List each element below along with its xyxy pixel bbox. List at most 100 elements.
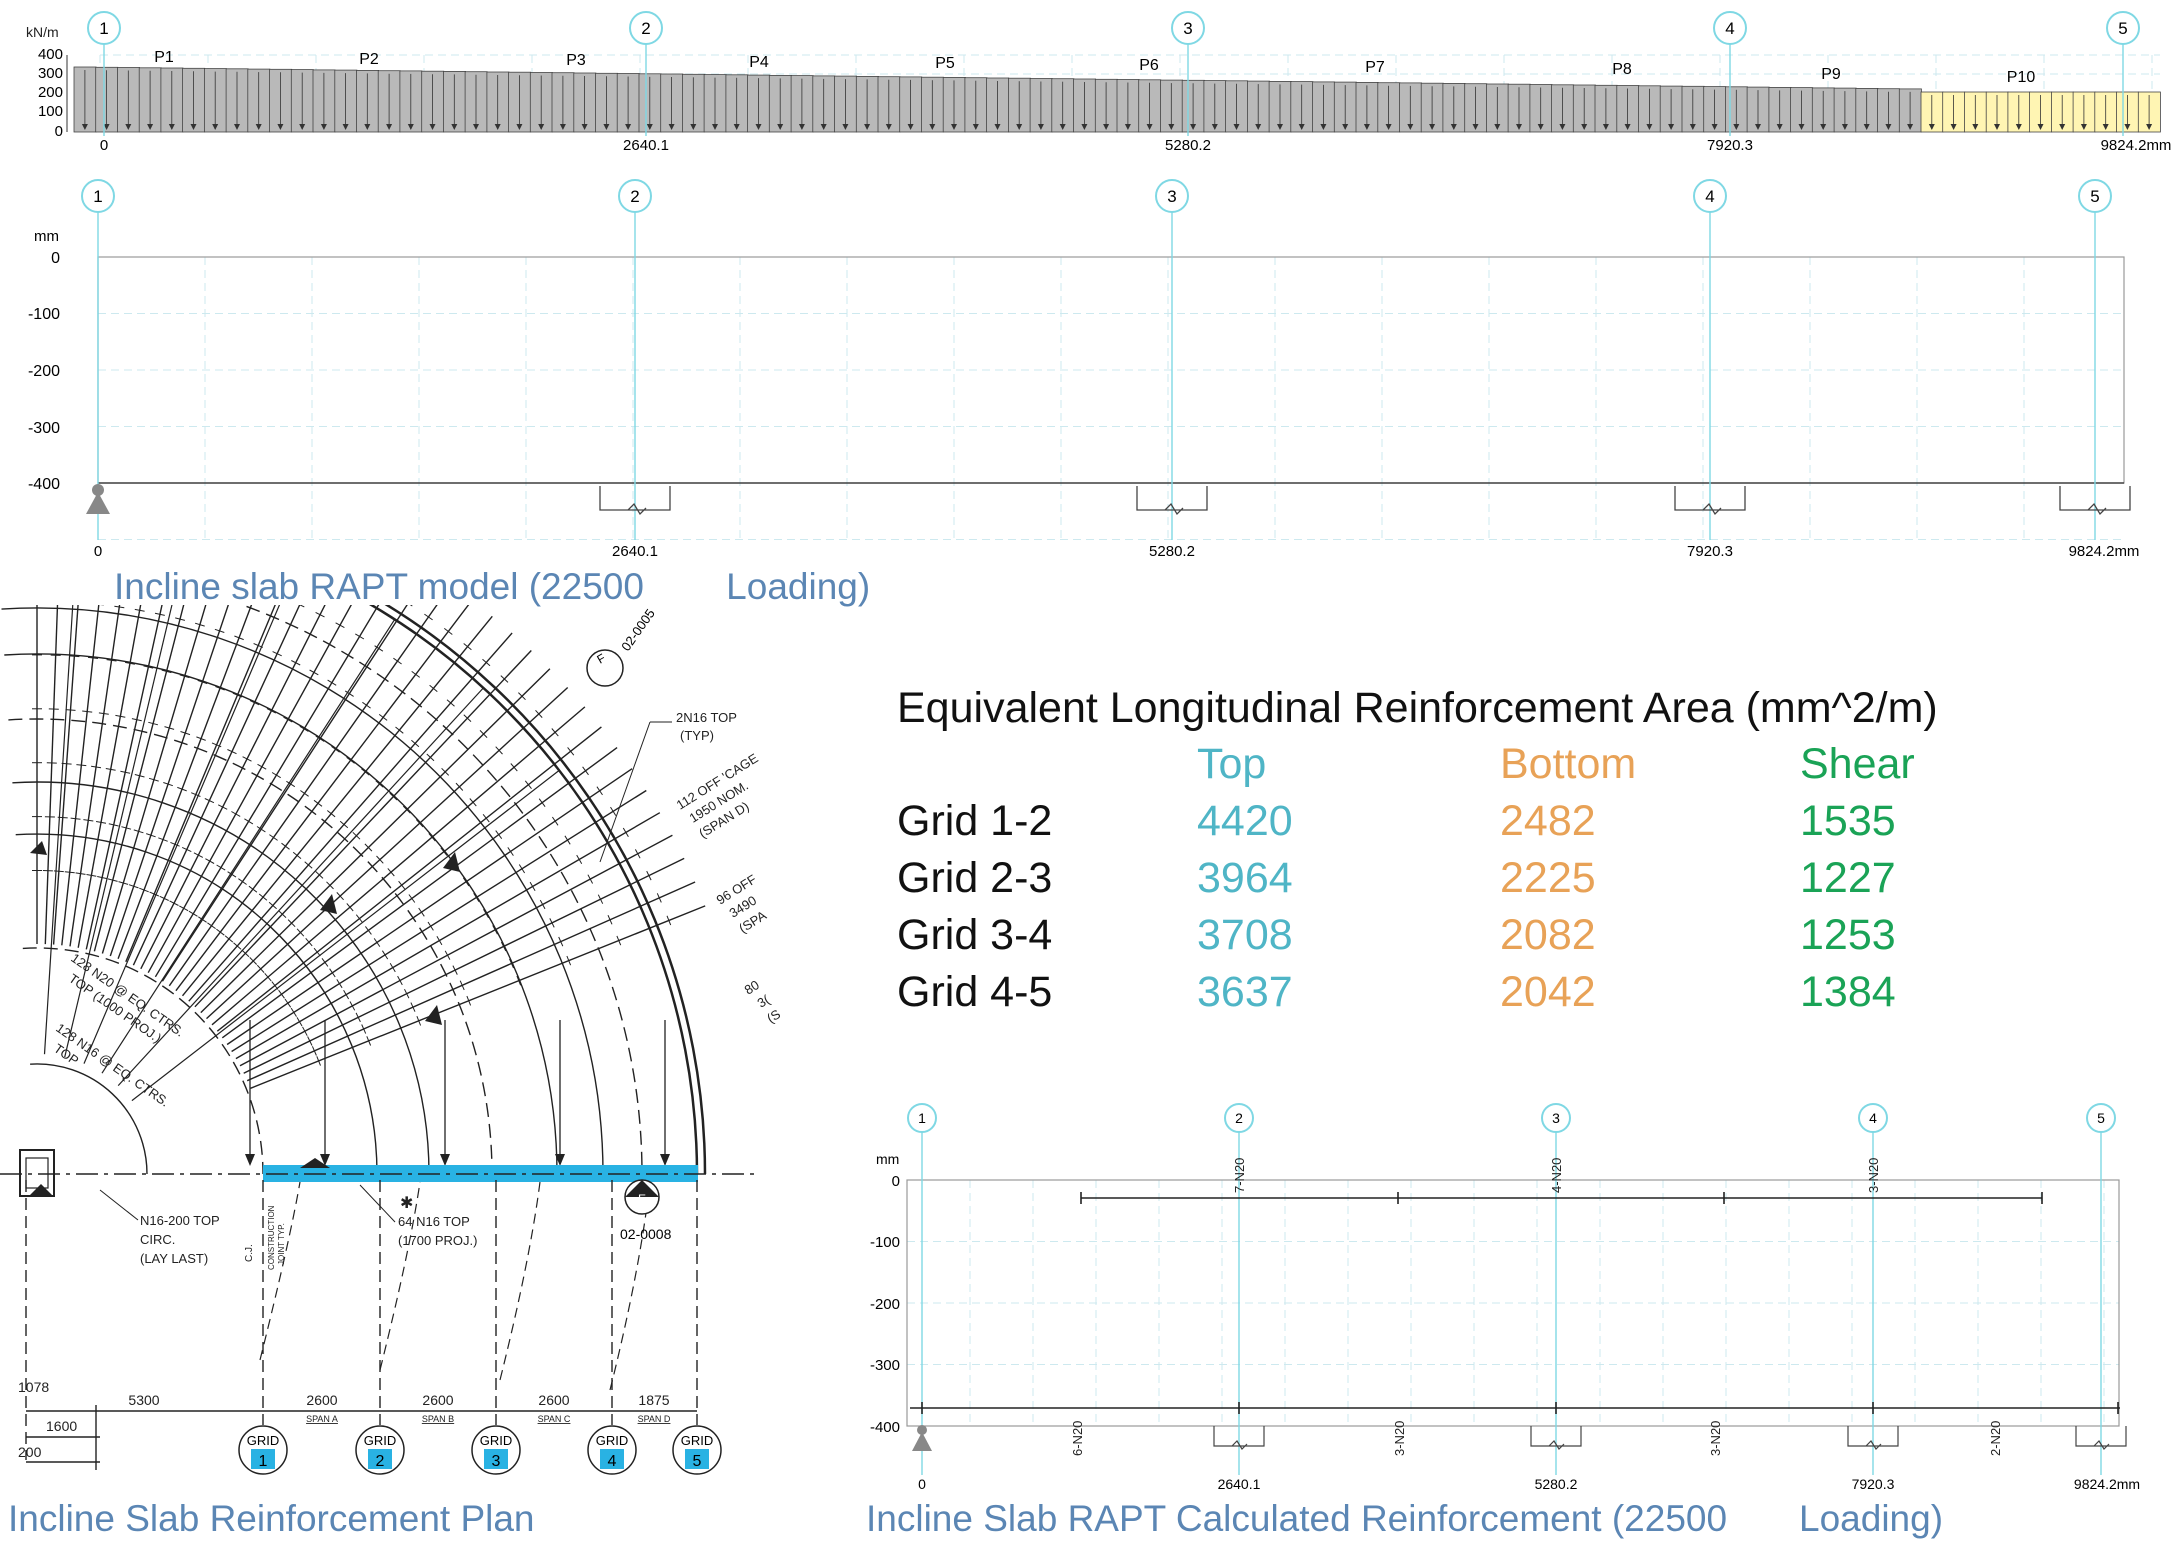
model-y-tick: -100 [28,306,60,323]
central-column-icon [19,1149,55,1197]
svg-text:64 N16 TOP: 64 N16 TOP [398,1214,470,1229]
model-caption: Incline slab RAPT model (22500 Loading) [114,566,871,607]
panel-labels: P1 P2 P3 P4 P5 P6 P7 P8 P9 P10 [154,49,2035,86]
svg-text:5: 5 [2097,1110,2105,1126]
svg-text:5: 5 [693,1453,702,1470]
x-label: 9824.2mm [2101,137,2172,154]
svg-text:5: 5 [2090,187,2099,206]
reinf-plot-frame [906,1179,2120,1427]
bottom-value: 2225 [1500,854,1596,902]
panel-label: P3 [566,52,586,69]
svg-text:4: 4 [1705,187,1714,206]
loading-diagram: kN/m 400 300 200 100 0 1 2 3 4 5 P1 P2 P… [26,11,2172,154]
span-label: SPAN D [638,1414,671,1424]
shear-value: 1535 [1800,797,1896,845]
dimension: 2600 [538,1392,569,1408]
grid-bubble-2: GRID 2 [355,1425,405,1475]
svg-text:2: 2 [376,1453,385,1470]
grid-bubble-3: 3 [1171,11,1205,45]
bottom-bar-labels: 6-N20 3-N20 3-N20 2-N20 [1070,1421,2003,1456]
model-y-tick: -300 [28,420,60,437]
shear-value: 1253 [1800,911,1896,959]
grid-bubble-1: 1 [81,179,115,213]
svg-text:GRID: GRID [681,1433,714,1448]
x-label: 2640.1 [623,137,669,154]
shear-value: 1384 [1800,968,1896,1016]
svg-text:4: 4 [1869,1110,1877,1126]
x-label: 2640.1 [612,543,658,560]
bottom-bar-label: 2-N20 [1988,1421,2003,1456]
panel-label: P7 [1365,59,1385,76]
svg-text:3: 3 [1552,1110,1560,1126]
x-label: 5280.2 [1165,137,1211,154]
grid-bubble-1: 1 [907,1103,937,1133]
reinf-y-tick: -300 [870,1357,900,1374]
dimension: 1600 [46,1418,77,1434]
grid-bubble-5: 5 [2086,1103,2116,1133]
row-grid-label: Grid 4-5 [897,968,1053,1016]
span-label: SPAN C [538,1414,571,1424]
plan-caption: Incline Slab Reinforcement Plan [8,1498,535,1539]
panel-label: P10 [2007,69,2036,86]
asterisk-icon: ✱ [400,1195,413,1212]
grid-bubble-4: 4 [1858,1103,1888,1133]
dimension: 1078 [18,1379,49,1395]
grid-bubble-3: 3 [1155,179,1189,213]
svg-text:3: 3 [1183,19,1192,38]
grid-bubble-4: GRID 4 [587,1425,637,1475]
svg-text:02-0005: 02-0005 [618,606,658,654]
svg-text:GRID: GRID [596,1433,629,1448]
calculated-reinforcement-diagram: mm 0 -100 -200 -300 -400 1 2 3 4 5 7-N20… [870,1103,2140,1492]
reinforcement-plan: 5300 2600 2600 2600 1875 SPAN A SPAN B S… [0,605,783,1475]
grid-bubble-5: GRID 5 [672,1425,722,1475]
x-label: 0 [94,543,102,560]
grid-bubble-5: 5 [2078,179,2112,213]
top-value: 3708 [1197,911,1293,959]
x-label: 7920.3 [1687,543,1733,560]
model-grid [97,256,2124,540]
bottom-reinforcement-line [910,1402,2120,1414]
top-value: 3964 [1197,854,1293,902]
svg-text:(LAY LAST): (LAY LAST) [140,1251,208,1266]
model-y-tick: -400 [28,476,60,493]
section-marker-f: F 02-0005 [586,606,658,687]
svg-text:GRID: GRID [480,1433,513,1448]
leader-arrows [30,841,460,1168]
pin-support-icon [86,484,110,514]
section-marker-e: E 02-0008 [620,1179,672,1242]
reinf-unit-label: mm [876,1151,899,1167]
model-unit-label: mm [34,228,59,245]
svg-text:N16-200 TOP: N16-200 TOP [140,1213,220,1228]
model-grid-markers: 1 2 3 4 5 [81,179,2112,540]
svg-text:JOINT TYP.: JOINT TYP. [277,1223,286,1265]
svg-text:2: 2 [641,19,650,38]
top-bar-label: 3-N20 [1866,1158,1881,1193]
x-label: 7920.3 [1852,1476,1895,1492]
loading-x-axis: 0 2640.1 5280.2 7920.3 9824.2mm [100,137,2172,154]
panel-label: P5 [935,55,955,72]
panel-label: P8 [1612,61,1632,78]
svg-text:1: 1 [259,1453,268,1470]
panel-label: P2 [359,51,379,68]
row-grid-label: Grid 2-3 [897,854,1053,902]
reinf-y-tick: -400 [870,1419,900,1436]
span-label: SPAN B [422,1414,454,1424]
bottom-value: 2482 [1500,797,1596,845]
reinf-y-tick: 0 [892,1173,900,1190]
svg-text:GRID: GRID [247,1433,280,1448]
reinf-y-axis: 0 -100 -200 -300 -400 [870,1173,900,1436]
loading-y-tick: 200 [38,84,63,101]
dimension: 1875 [638,1392,669,1408]
svg-text:C.J.: C.J. [244,1244,255,1262]
row-grid-label: Grid 3-4 [897,911,1053,959]
bottom-value: 2042 [1500,968,1596,1016]
reinf-x-axis: 0 2640.1 5280.2 7920.3 9824.2mm [918,1476,2140,1492]
loading-unit-label: kN/m [26,24,59,40]
svg-text:1: 1 [93,187,102,206]
column-header-shear: Shear [1800,740,1915,788]
circular-bars [1,605,707,1391]
svg-text:(S: (S [764,1006,783,1026]
x-label: 9824.2mm [2074,1476,2140,1492]
top-bar-label: 7-N20 [1232,1158,1247,1193]
svg-text:GRID: GRID [364,1433,397,1448]
